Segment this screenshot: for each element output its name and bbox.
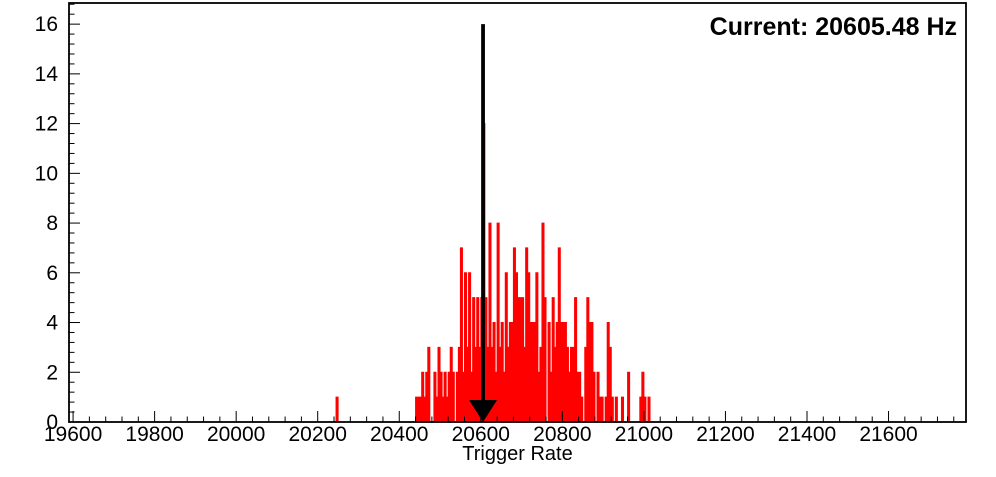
svg-text:Trigger Rate: Trigger Rate <box>462 443 572 465</box>
svg-text:19800: 19800 <box>125 423 183 446</box>
svg-text:20000: 20000 <box>207 423 265 446</box>
svg-text:Current: 20605.48 Hz: Current: 20605.48 Hz <box>710 13 957 41</box>
svg-text:2: 2 <box>46 361 58 384</box>
svg-text:21000: 21000 <box>615 423 673 446</box>
svg-text:8: 8 <box>46 212 58 235</box>
svg-text:21400: 21400 <box>778 423 836 446</box>
svg-text:6: 6 <box>46 262 58 285</box>
svg-text:14: 14 <box>35 63 59 86</box>
svg-text:21200: 21200 <box>696 423 754 446</box>
svg-text:12: 12 <box>35 113 58 136</box>
svg-text:4: 4 <box>46 312 58 335</box>
svg-text:0: 0 <box>46 411 58 434</box>
svg-text:20200: 20200 <box>289 423 347 446</box>
svg-text:21600: 21600 <box>859 423 917 446</box>
svg-text:16: 16 <box>35 13 58 36</box>
svg-text:10: 10 <box>35 162 58 185</box>
svg-text:20400: 20400 <box>370 423 428 446</box>
